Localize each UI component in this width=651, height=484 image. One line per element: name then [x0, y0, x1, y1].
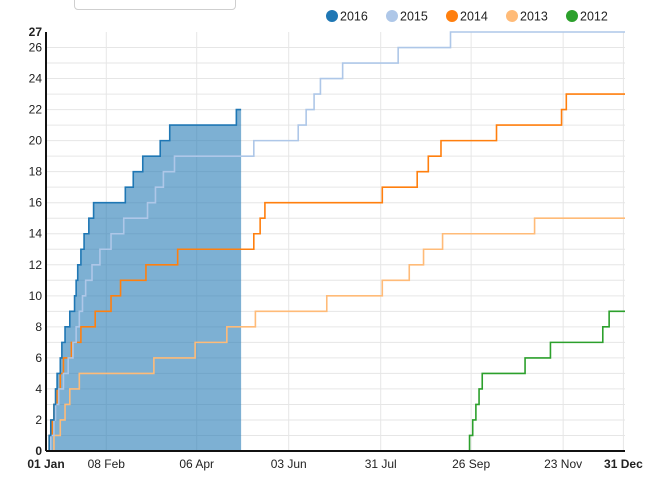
y-tick-label: 22: [29, 103, 43, 117]
x-tick-label: 26 Sep: [452, 457, 490, 471]
y-tick-label: 20: [29, 134, 43, 148]
x-tick-label: 23 Nov: [544, 457, 582, 471]
series-line-2014[interactable]: [46, 93, 625, 452]
y-tick-label: 12: [29, 258, 43, 272]
legend-swatch-2014[interactable]: [446, 10, 458, 22]
y-tick-label: 27: [29, 25, 43, 39]
legend-swatch-2016[interactable]: [326, 10, 338, 22]
series-line-2013[interactable]: [46, 217, 625, 452]
y-tick-label: 6: [35, 351, 42, 365]
legend-label-2015[interactable]: 2015: [400, 10, 428, 24]
y-tick-label: 2: [35, 413, 42, 427]
y-tick-label: 14: [29, 227, 43, 241]
legend-label-2012[interactable]: 2012: [580, 10, 608, 24]
legend-label-2016[interactable]: 2016: [340, 10, 368, 24]
y-tick-label: 18: [29, 165, 43, 179]
y-tick-label: 16: [29, 196, 43, 210]
top-control-box[interactable]: [74, 0, 236, 10]
series-line-2015[interactable]: [46, 31, 625, 452]
legend-swatch-2012[interactable]: [566, 10, 578, 22]
x-tick-label: 31 Dec: [604, 457, 643, 471]
legend-swatch-2015[interactable]: [386, 10, 398, 22]
y-tick-label: 4: [35, 382, 42, 396]
x-tick-label: 08 Feb: [88, 457, 126, 471]
legend-swatch-2013[interactable]: [506, 10, 518, 22]
legend-label-2014[interactable]: 2014: [460, 10, 488, 24]
y-tick-label: 24: [29, 72, 43, 86]
x-tick-label: 31 Jul: [365, 457, 397, 471]
series-line-2016[interactable]: [46, 108, 242, 452]
x-tick-label: 06 Apr: [179, 457, 214, 471]
series-line-2012[interactable]: [46, 310, 625, 452]
y-tick-label: 10: [29, 289, 43, 303]
legend-label-2013[interactable]: 2013: [520, 10, 548, 24]
y-tick-label: 0: [35, 444, 42, 458]
y-tick-label: 26: [29, 41, 43, 55]
y-tick-label: 8: [35, 320, 42, 334]
x-tick-label: 03 Jun: [271, 457, 307, 471]
x-tick-label: 01 Jan: [27, 457, 64, 471]
